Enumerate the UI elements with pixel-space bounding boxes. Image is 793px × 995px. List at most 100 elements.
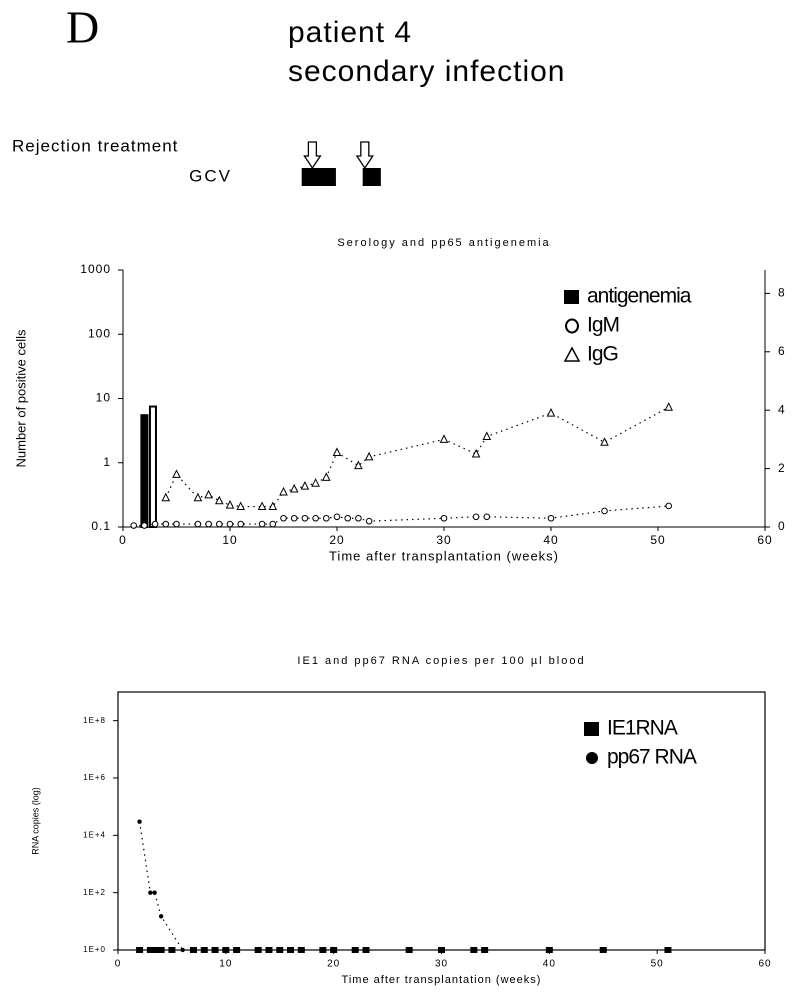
marker <box>258 520 266 528</box>
marker <box>481 947 489 953</box>
y-tick-label: 1E+8 <box>83 716 106 725</box>
marker <box>194 520 202 528</box>
x-tick-label: 50 <box>650 533 665 547</box>
legend-marker <box>586 752 598 764</box>
series-line <box>133 505 669 527</box>
x-tick-label: 40 <box>543 959 556 970</box>
marker <box>280 514 287 522</box>
marker <box>547 514 555 522</box>
marker <box>158 914 164 919</box>
series-line <box>165 406 669 508</box>
series <box>137 819 185 953</box>
x-axis-label: Time after transplantation (weeks) <box>329 548 559 563</box>
marker <box>289 483 299 493</box>
marker <box>472 513 480 521</box>
y2-tick-label: 0 <box>778 519 785 533</box>
y-tick-label: 1E+4 <box>83 830 106 839</box>
marker <box>355 514 362 522</box>
x-tick-label: 30 <box>436 533 451 547</box>
y-tick-label: 0.1 <box>91 519 111 533</box>
marker <box>152 947 160 953</box>
marker <box>137 819 142 824</box>
marker <box>319 947 327 953</box>
y-axis-label: RNA copies (log) <box>30 787 40 855</box>
marker <box>344 514 352 522</box>
x-tick-label: 30 <box>435 959 448 970</box>
marker <box>362 947 370 953</box>
x-tick-label: 60 <box>758 959 771 970</box>
x-tick-label: 0 <box>119 533 127 547</box>
x-tick-label: 40 <box>543 533 558 547</box>
marker <box>601 507 608 515</box>
marker <box>323 514 330 522</box>
marker <box>236 501 246 511</box>
marker <box>172 469 181 478</box>
marker <box>546 407 556 417</box>
marker <box>146 947 154 953</box>
series <box>140 405 157 529</box>
marker <box>136 947 144 953</box>
marker <box>141 522 148 529</box>
marker <box>233 947 241 953</box>
series-line <box>138 821 184 951</box>
marker <box>599 947 607 953</box>
marker <box>226 520 234 528</box>
marker <box>439 434 449 443</box>
y-tick-label: 1E+6 <box>83 773 106 782</box>
marker <box>438 947 445 953</box>
marker <box>664 947 672 953</box>
y2-tick-label: 2 <box>778 461 785 475</box>
rejection-arrow <box>303 141 322 170</box>
y-tick-label: 1 <box>103 455 111 469</box>
y-axis-label: Number of positive cells <box>13 329 28 467</box>
marker <box>287 947 295 953</box>
marker <box>151 520 159 528</box>
marker <box>297 947 305 953</box>
marker <box>440 514 448 522</box>
marker <box>204 489 213 499</box>
panel-label: D <box>66 2 99 53</box>
marker <box>332 447 342 457</box>
marker <box>311 478 320 487</box>
treatment-label: GCV <box>189 166 232 185</box>
marker <box>130 522 137 529</box>
marker <box>268 501 278 511</box>
x-tick-label: 0 <box>115 959 122 970</box>
marker <box>354 460 363 470</box>
figure-title: patient 4 <box>288 16 412 49</box>
marker <box>214 495 224 505</box>
marker <box>290 514 298 522</box>
marker <box>216 520 223 528</box>
marker <box>173 520 180 528</box>
marker <box>265 947 273 953</box>
rejection-arrow <box>355 141 375 170</box>
legend-marker <box>563 346 581 362</box>
legend-label: IE1RNA <box>607 717 678 740</box>
legend-label: IgG <box>587 343 618 366</box>
series <box>130 502 673 529</box>
marker <box>665 502 673 510</box>
marker <box>161 492 171 502</box>
chart-title: Serology and pp65 antigenemia <box>337 237 550 249</box>
marker <box>148 890 153 895</box>
y-tick-label: 1E+2 <box>83 888 106 897</box>
legend-marker <box>565 318 579 334</box>
marker <box>168 947 176 953</box>
marker <box>483 513 491 521</box>
marker <box>152 890 157 895</box>
marker <box>664 402 674 411</box>
treatment-label: Rejection treatment <box>12 136 178 155</box>
marker <box>364 451 374 461</box>
y-tick-label: 10 <box>96 391 111 405</box>
x-tick-label: 20 <box>329 533 344 547</box>
gcv-period <box>362 168 381 186</box>
chart-title: IE1 and pp67 RNA copies per 100 µl blood <box>297 655 585 667</box>
marker <box>405 947 413 953</box>
marker <box>257 501 267 511</box>
legend-label: antigenemia <box>587 285 692 308</box>
marker <box>193 492 203 502</box>
marker <box>189 947 197 953</box>
legend-label: pp67 RNA <box>607 746 697 769</box>
marker <box>269 520 277 528</box>
